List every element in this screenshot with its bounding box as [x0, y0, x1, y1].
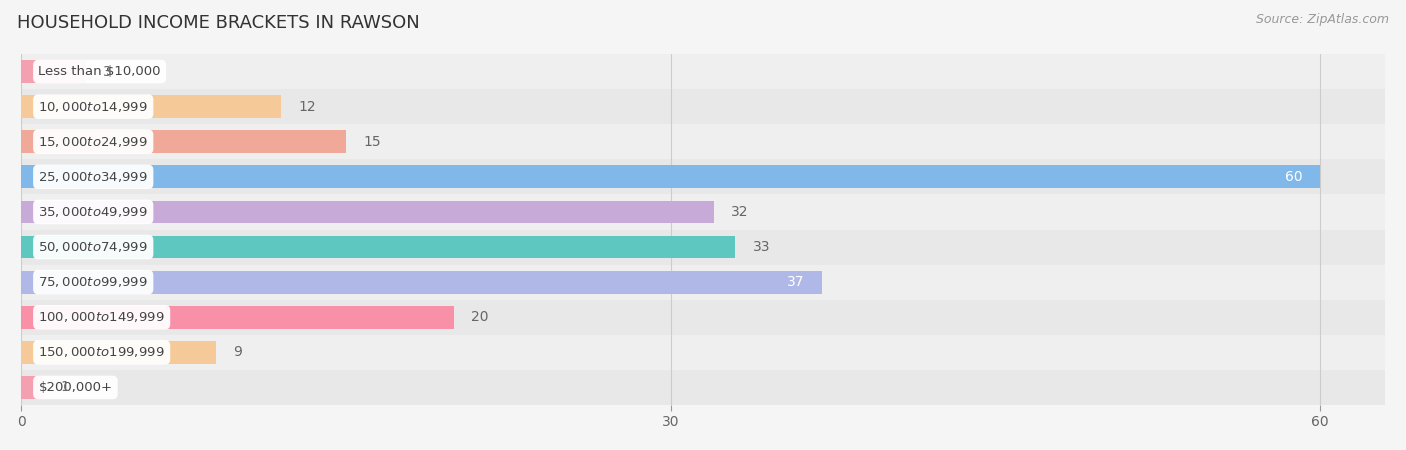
Bar [21, 201, 714, 223]
Bar [21, 166, 1320, 188]
Text: $10,000 to $14,999: $10,000 to $14,999 [38, 99, 148, 114]
Bar [21, 230, 1385, 265]
Text: 3: 3 [104, 64, 112, 79]
Text: 15: 15 [363, 135, 381, 149]
Bar [21, 370, 1385, 405]
Text: 1: 1 [60, 380, 69, 395]
Text: 60: 60 [1285, 170, 1302, 184]
Text: $150,000 to $199,999: $150,000 to $199,999 [38, 345, 165, 360]
Bar [21, 341, 217, 364]
Text: 37: 37 [787, 275, 804, 289]
Text: 32: 32 [731, 205, 748, 219]
Bar [21, 265, 1385, 300]
Text: HOUSEHOLD INCOME BRACKETS IN RAWSON: HOUSEHOLD INCOME BRACKETS IN RAWSON [17, 14, 419, 32]
Bar [21, 335, 1385, 370]
Text: Source: ZipAtlas.com: Source: ZipAtlas.com [1256, 14, 1389, 27]
Bar [21, 194, 1385, 230]
Text: $100,000 to $149,999: $100,000 to $149,999 [38, 310, 165, 324]
Text: 20: 20 [471, 310, 489, 324]
Bar [21, 376, 42, 399]
Bar [21, 130, 346, 153]
Bar [21, 306, 454, 328]
Bar [21, 60, 86, 83]
Text: 9: 9 [233, 345, 242, 360]
Bar [21, 89, 1385, 124]
Text: $25,000 to $34,999: $25,000 to $34,999 [38, 170, 148, 184]
Bar [21, 236, 735, 258]
Bar [21, 95, 281, 118]
Text: $50,000 to $74,999: $50,000 to $74,999 [38, 240, 148, 254]
Text: $35,000 to $49,999: $35,000 to $49,999 [38, 205, 148, 219]
Text: 33: 33 [752, 240, 770, 254]
Text: $15,000 to $24,999: $15,000 to $24,999 [38, 135, 148, 149]
Bar [21, 54, 1385, 89]
Text: Less than $10,000: Less than $10,000 [38, 65, 160, 78]
Text: $200,000+: $200,000+ [38, 381, 112, 394]
Text: 12: 12 [298, 99, 316, 114]
Text: $75,000 to $99,999: $75,000 to $99,999 [38, 275, 148, 289]
Bar [21, 300, 1385, 335]
Bar [21, 124, 1385, 159]
Bar [21, 159, 1385, 194]
Bar [21, 271, 823, 293]
